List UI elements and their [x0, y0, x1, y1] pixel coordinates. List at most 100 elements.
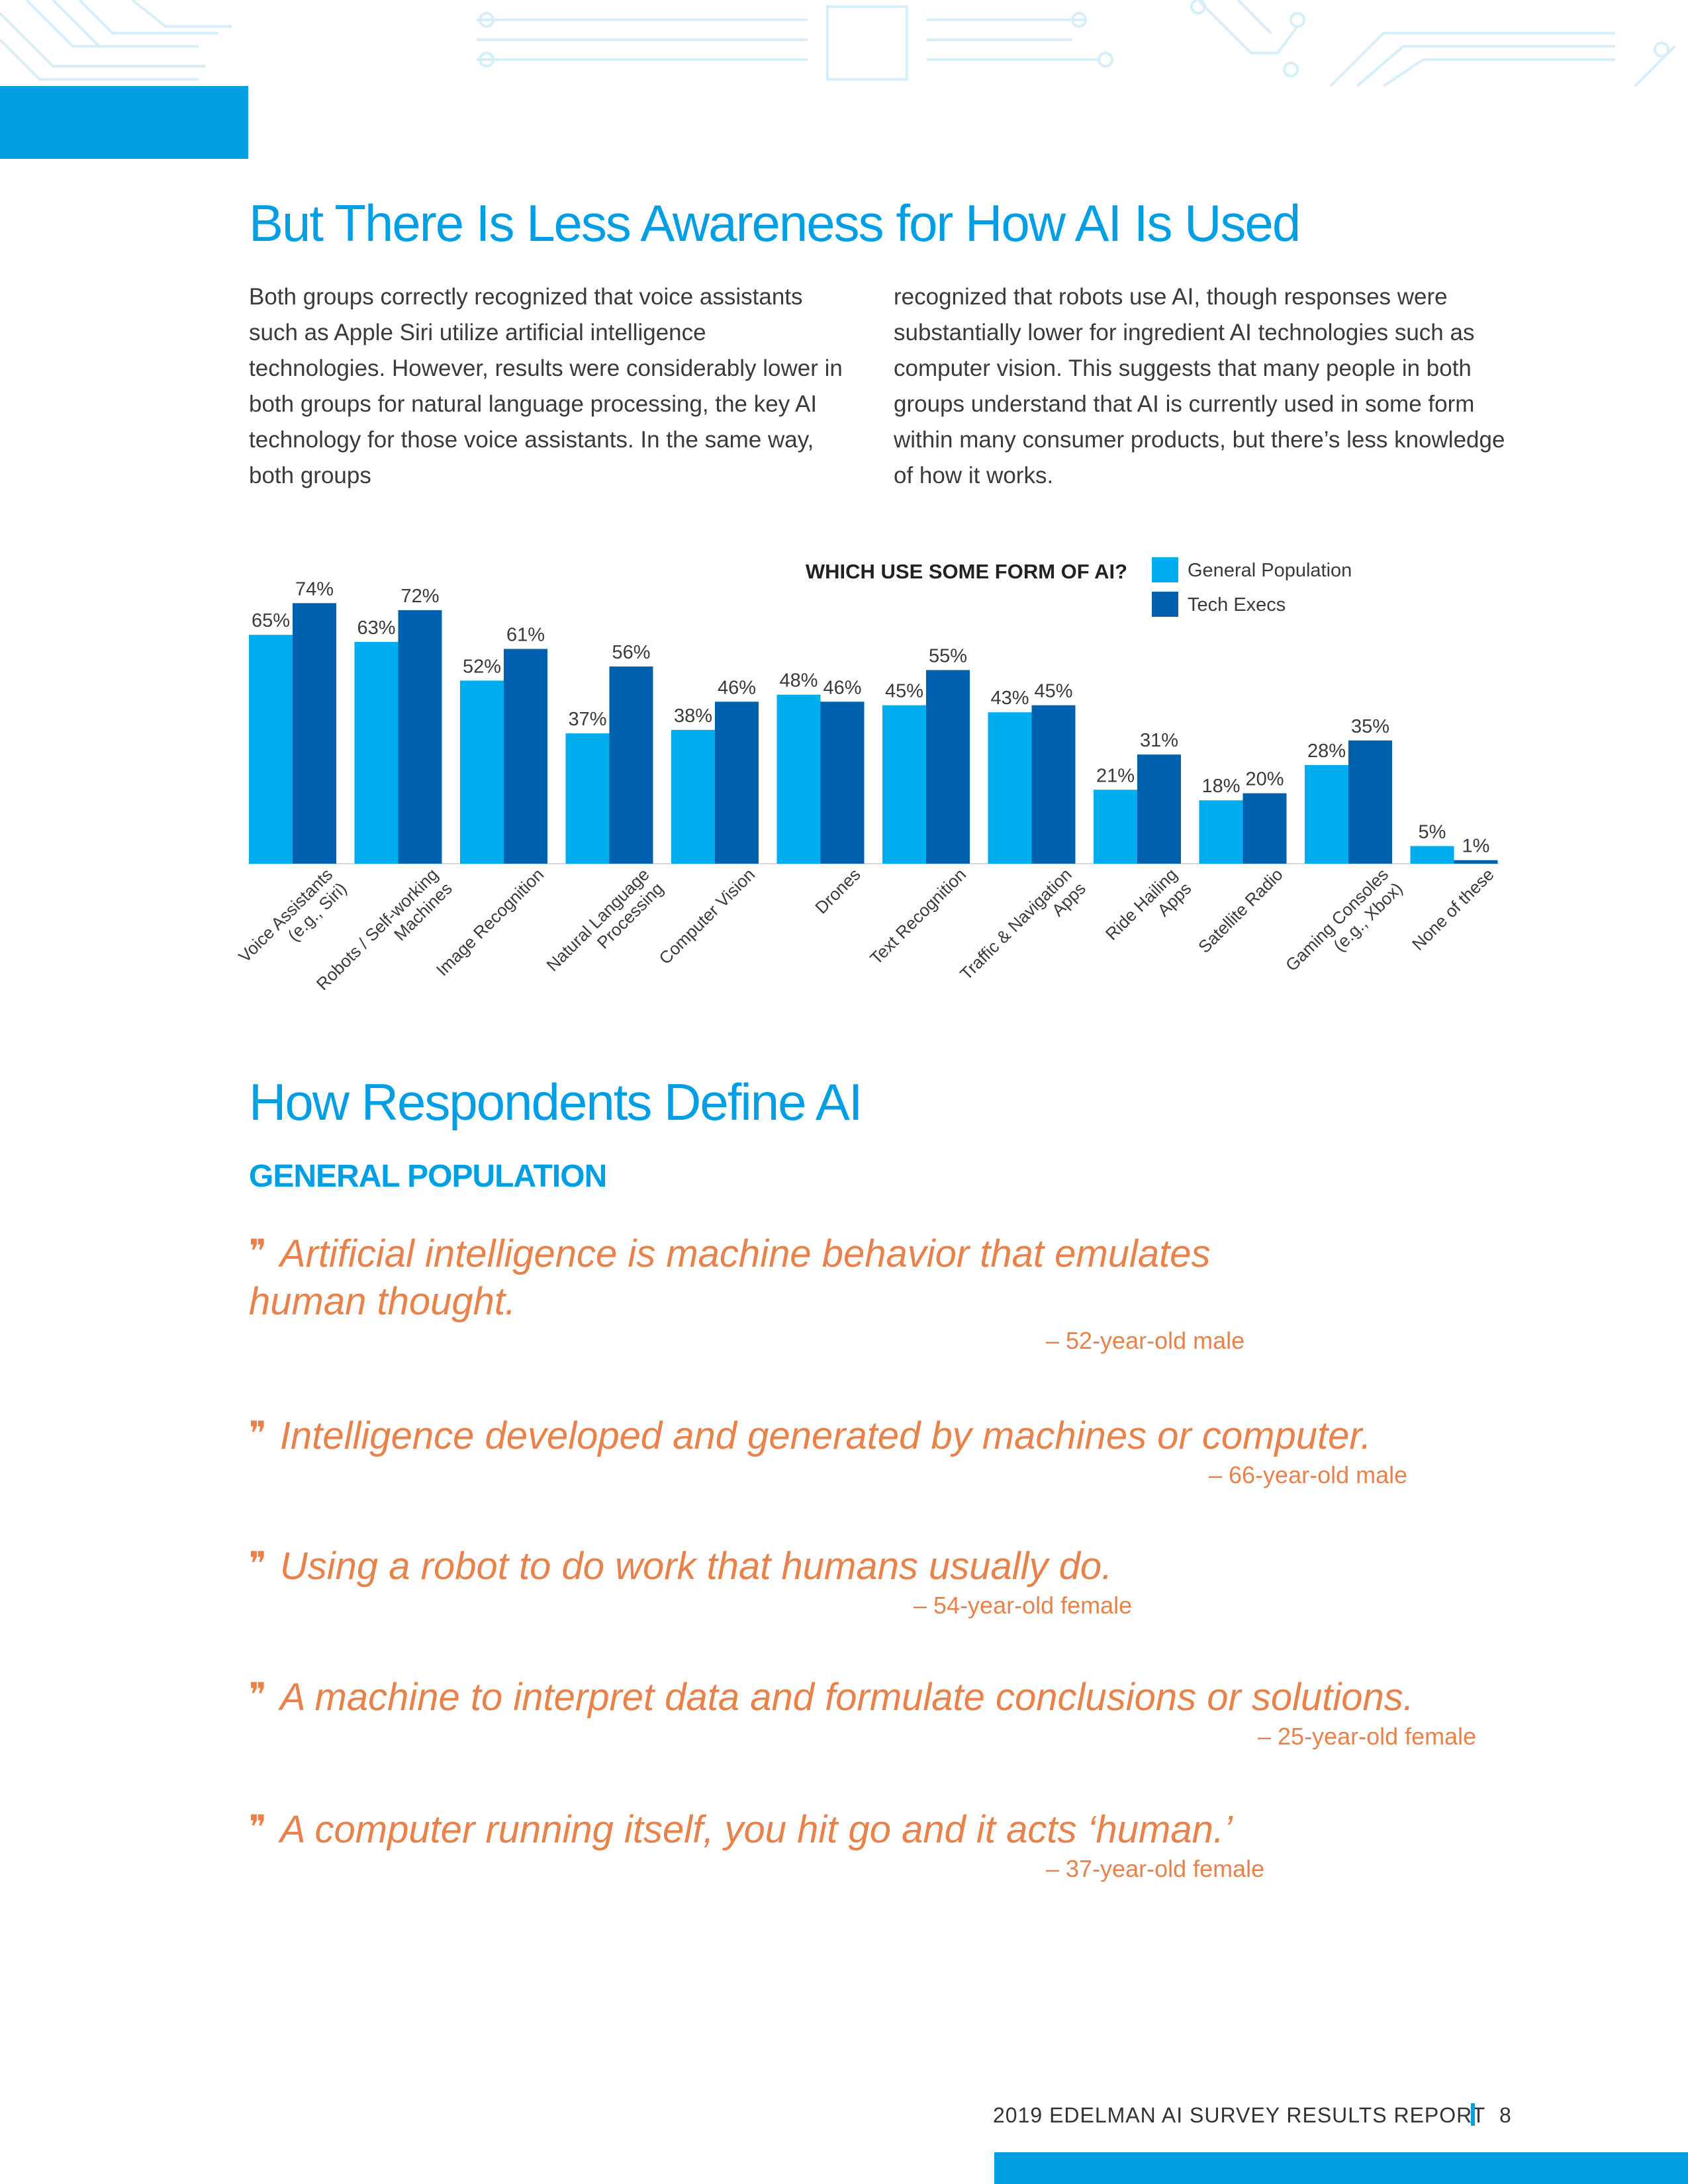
bar-value-label: 38% [674, 705, 712, 727]
subheading-general-population: GENERAL POPULATION [249, 1159, 607, 1194]
bar-general-population [249, 635, 293, 864]
category-label: None of these [1408, 864, 1498, 954]
bar-value-label: 1% [1462, 836, 1490, 857]
quote-attribution: – 54-year-old female [914, 1592, 1133, 1619]
bar-value-label: 21% [1096, 765, 1135, 786]
bar-general-population [460, 680, 504, 864]
bar-value-label: 52% [463, 656, 501, 677]
bar-value-label: 63% [357, 617, 395, 639]
category-label: Computer Vision [655, 864, 759, 968]
legend-swatch [1152, 592, 1178, 617]
bar-general-population [988, 712, 1032, 864]
bar-value-label: 45% [885, 681, 923, 702]
quote-block: ❞ Intelligence developed and generated by… [249, 1410, 1540, 1488]
category-label: Text Recognition [866, 864, 970, 968]
bar-tech-execs [715, 702, 759, 864]
bar-value-label: 28% [1307, 741, 1346, 762]
bar-value-label: 20% [1245, 769, 1284, 790]
bottom-accent-bar [994, 2152, 1688, 2184]
bar-value-label: 46% [823, 677, 861, 698]
page-number: 8 [1499, 2103, 1511, 2127]
bar-tech-execs [926, 670, 970, 864]
ai-usage-bar-chart: 65% 63%52%37% 38%48% 45% 43%21% 18%28%5%74% 72… [234, 557, 1499, 994]
category-label: Satellite Radio [1194, 864, 1287, 957]
category-label-line: Drones [811, 864, 864, 917]
quote-block: ❞ A computer running itself, you hit go a… [249, 1803, 1540, 1882]
bar-tech-execs [1137, 754, 1181, 864]
category-label: Image Recognition [432, 864, 548, 980]
quote-attribution: – 52-year-old male [1046, 1327, 1245, 1354]
bar-value-label: 31% [1140, 730, 1178, 751]
quote-mark-icon: ❞ [249, 1232, 267, 1271]
bar-value-label: 72% [400, 586, 439, 607]
quote-attribution: – 66-year-old male [1209, 1461, 1408, 1488]
legend-label: General Population [1188, 560, 1352, 581]
bar-tech-execs [1454, 860, 1498, 864]
top-accent-bar [0, 86, 248, 159]
bar-general-population [671, 729, 715, 864]
quote-text: ❞ A computer running itself, you hit go a… [249, 1808, 1233, 1851]
legend-swatch [1152, 557, 1178, 582]
bar-value-label: 56% [612, 642, 650, 663]
category-label-line: Image Recognition [432, 864, 548, 980]
quote-mark-icon: ❞ [249, 1414, 267, 1453]
bar-general-population [776, 694, 821, 864]
bar-general-population [882, 705, 926, 864]
bar-tech-execs [609, 666, 653, 864]
category-label: Drones [811, 864, 864, 917]
quote-mark-icon: ❞ [249, 1545, 267, 1583]
bar-general-population [1094, 790, 1137, 864]
bar-tech-execs [293, 603, 336, 864]
quote-attribution: – 37-year-old female [1046, 1855, 1265, 1882]
quote-text: ❞ A machine to interpret data and formula… [249, 1676, 1414, 1719]
bar-value-label: 5% [1419, 821, 1446, 842]
quote-attribution: – 25-year-old female [1258, 1723, 1477, 1750]
bar-value-label: 65% [252, 610, 290, 631]
intro-text-column-2: recognized that robots use AI, though re… [894, 284, 1505, 488]
bar-tech-execs [1031, 705, 1076, 864]
bar-tech-execs [1348, 740, 1392, 864]
footer-divider [1471, 2103, 1475, 2126]
bar-general-population [354, 641, 399, 864]
category-label: Gaming Consoles(e.g., Xbox) [1282, 864, 1407, 975]
bar-value-label: 61% [506, 624, 545, 645]
category-label-line: Traffic & Navigation [956, 864, 1076, 984]
quote-text: ❞ Using a robot to do work that humans us… [249, 1545, 1113, 1588]
bar-tech-execs [820, 702, 865, 864]
chart-title: WHICH USE SOME FORM OF AI? [806, 560, 1127, 583]
quote-block: ❞ A machine to interpret data and formula… [249, 1671, 1540, 1750]
bar-value-label: 46% [718, 677, 756, 698]
circuit-decoration [0, 0, 1676, 87]
quote-block: ❞ Artificial intelligence is machine beha… [249, 1228, 1540, 1354]
bar-general-population [1199, 800, 1243, 864]
quote-text: ❞ Intelligence developed and generated by… [249, 1414, 1372, 1457]
bar-value-label: 74% [295, 578, 334, 600]
bar-value-label: 55% [929, 645, 967, 666]
category-label-line: Computer Vision [655, 864, 759, 968]
bar-general-population [565, 733, 610, 864]
bar-value-label: 48% [779, 670, 818, 692]
footer-report-title: 2019 EDELMAN AI SURVEY RESULTS REPORT [993, 2103, 1486, 2127]
bar-tech-execs [504, 649, 547, 864]
section-heading-ai-awareness: But There Is Less Awareness for How AI I… [249, 194, 1301, 252]
category-label-line: Text Recognition [866, 864, 970, 968]
quote-mark-icon: ❞ [249, 1808, 267, 1846]
legend-label: Tech Execs [1188, 594, 1286, 615]
category-label-line: Satellite Radio [1194, 864, 1287, 957]
intro-text-column-1: Both groups correctly recognized that vo… [249, 284, 843, 488]
quote-text: ❞ Artificial intelligence is machine beha… [249, 1232, 1211, 1323]
bar-value-label: 37% [568, 709, 606, 730]
bar-value-label: 45% [1034, 681, 1072, 702]
quote-mark-icon: ❞ [249, 1676, 267, 1714]
bar-tech-execs [1243, 793, 1287, 864]
bar-tech-execs [398, 610, 442, 864]
bar-general-population [1305, 765, 1348, 864]
section-heading-define-ai: How Respondents Define AI [249, 1073, 863, 1131]
bar-value-label: 35% [1351, 716, 1389, 737]
category-label-line: None of these [1408, 864, 1498, 954]
quote-block: ❞ Using a robot to do work that humans us… [249, 1540, 1540, 1619]
bar-value-label: 18% [1201, 776, 1240, 797]
